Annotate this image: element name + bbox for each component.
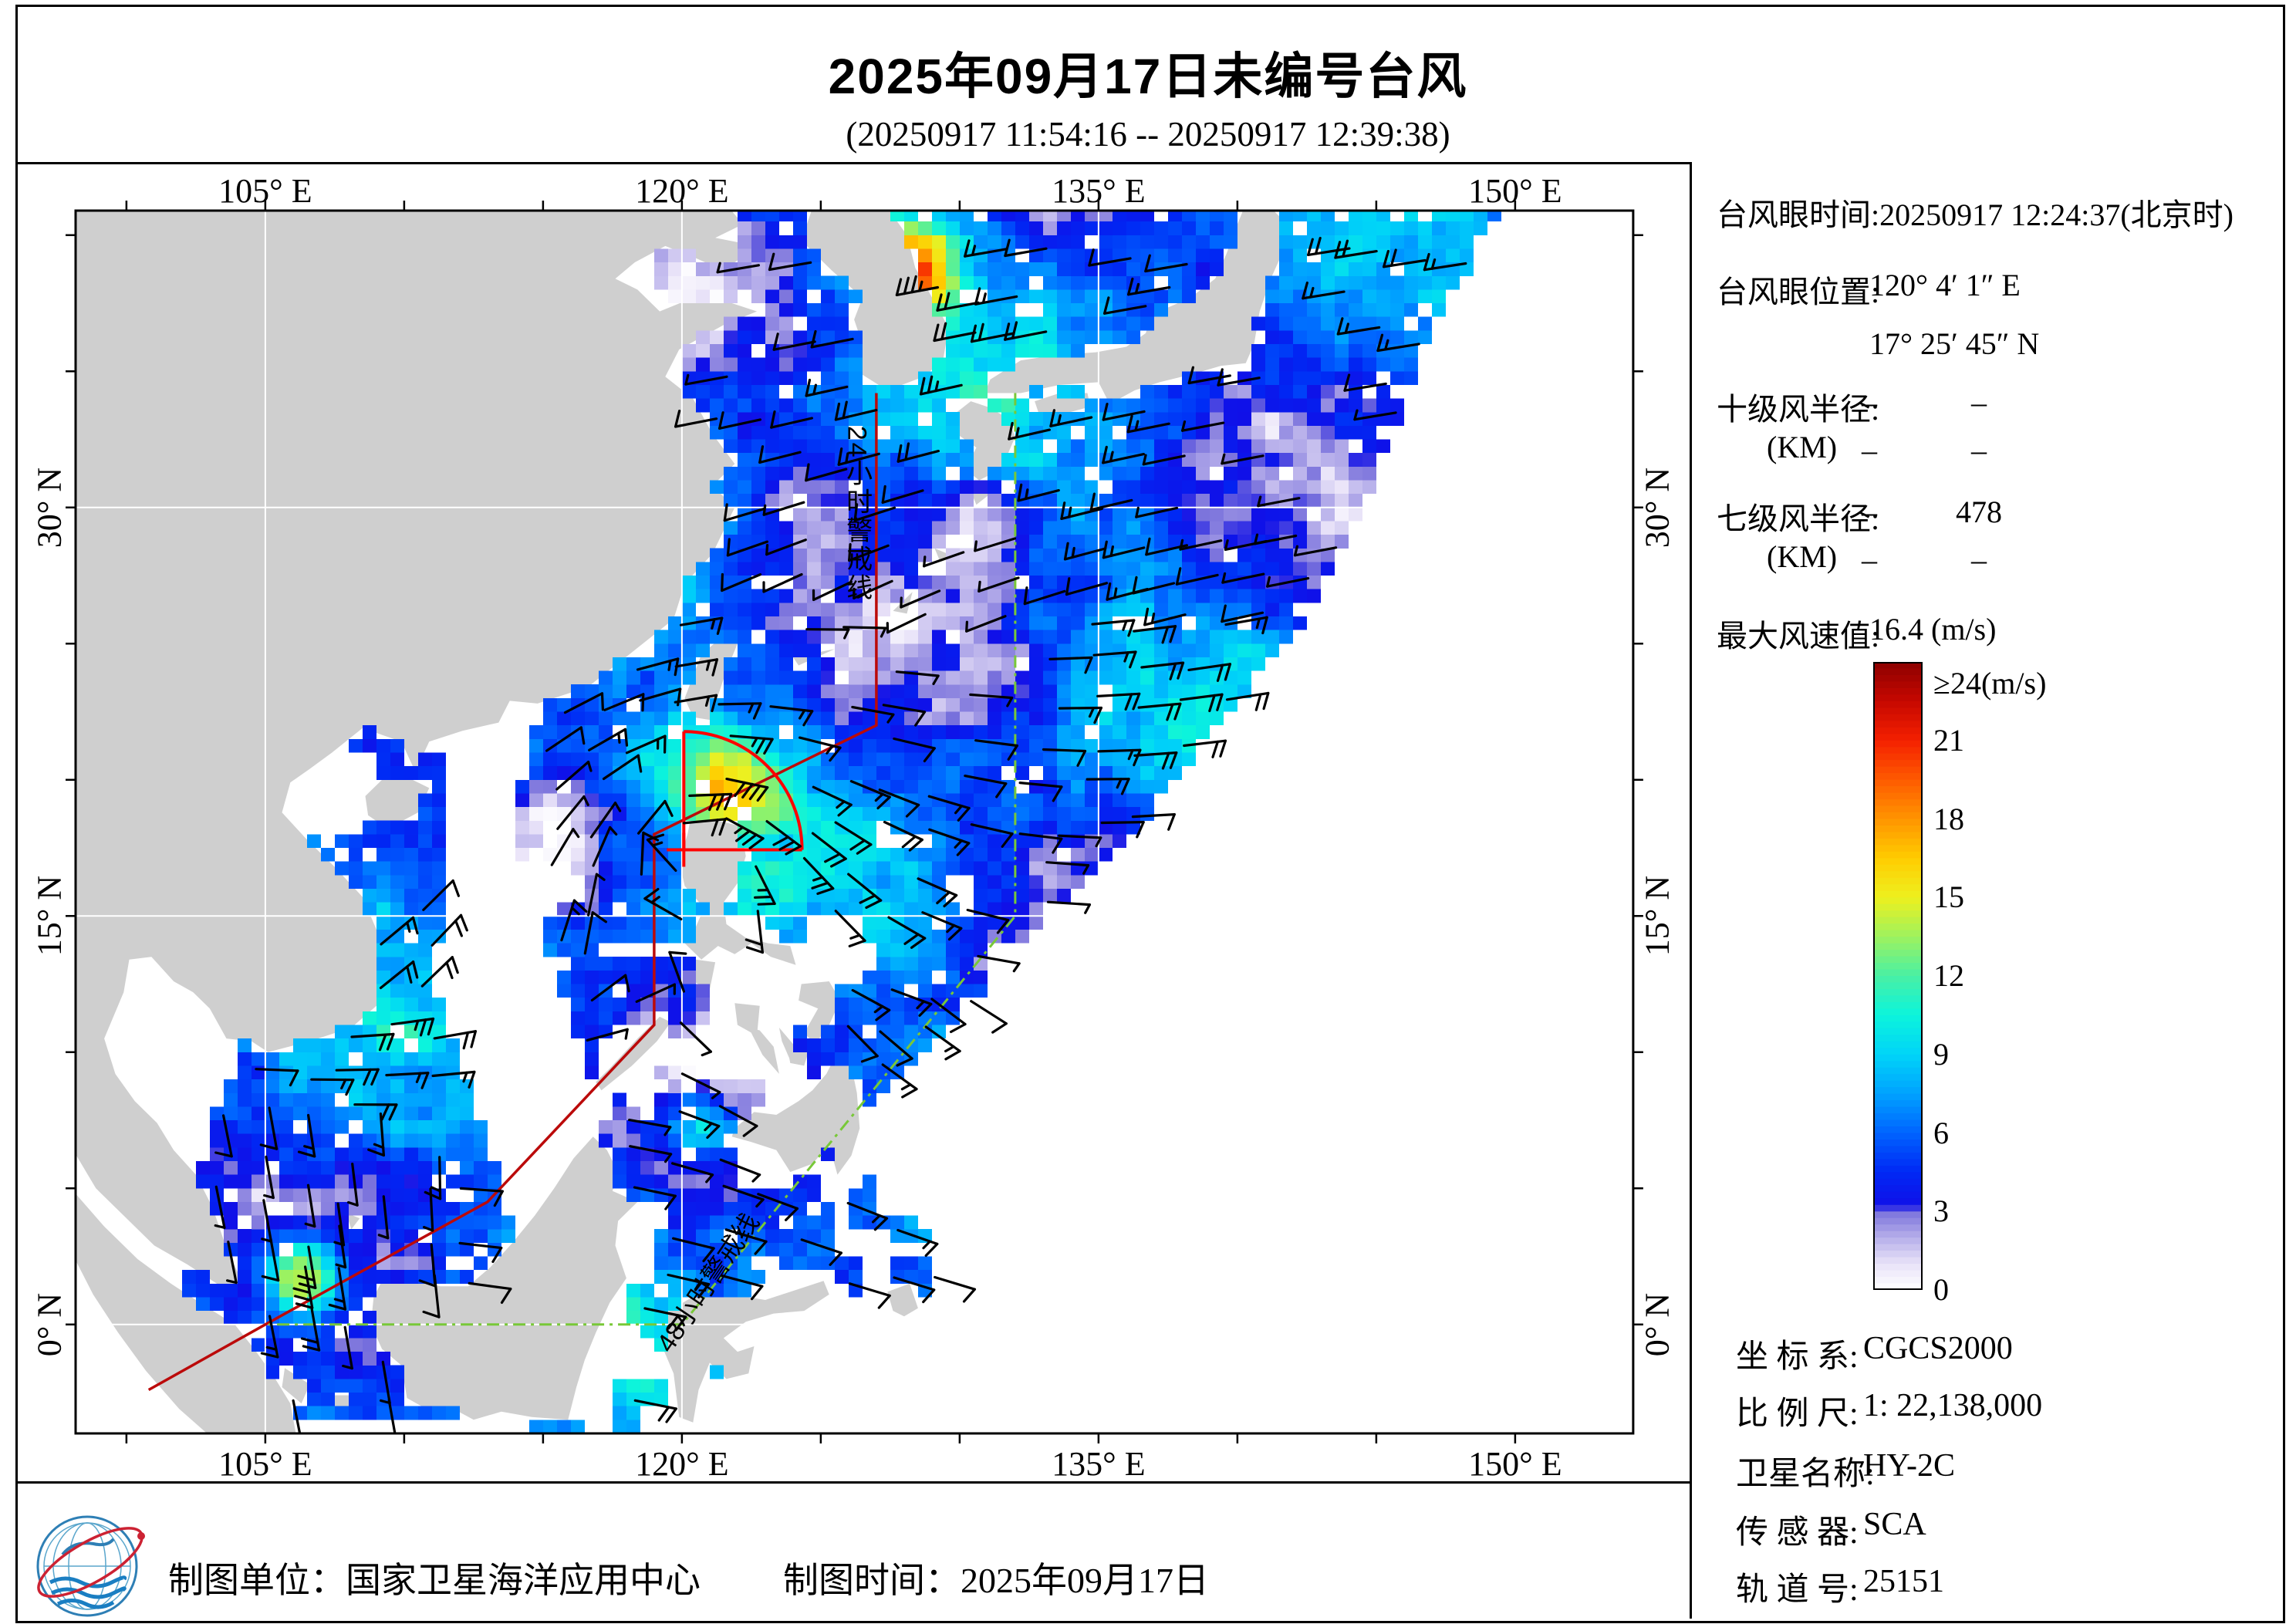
- eye-lat-value: 17° 25′ 45″ N: [1869, 326, 2039, 362]
- r10-unit: (KM): [1767, 429, 1837, 465]
- colorbar-tick-12: 12: [1933, 957, 1964, 994]
- r10-value-22: –: [1936, 432, 2021, 468]
- r7-value-22: –: [1936, 542, 2021, 578]
- lon-label-top-150: 150° E: [1468, 171, 1562, 211]
- colorbar-tick-9: 9: [1933, 1036, 1949, 1072]
- colorbar-tick-0: 0: [1933, 1271, 1949, 1308]
- orbit-value: 25151: [1863, 1563, 1944, 1600]
- eye-time-row: 台风眼时间:20250917 12:24:37(北京时): [1717, 190, 2234, 235]
- lat-label-right-30: 30° N: [1638, 468, 1677, 548]
- sensor-label: 传 感 器:: [1736, 1506, 1859, 1553]
- colorbar-max-label: ≥24(m/s): [1933, 665, 2046, 701]
- footer-time: 制图时间：2025年09月17日: [783, 1552, 1209, 1603]
- wind-speed-colorbar: [1873, 662, 1923, 1290]
- colorbar-tick-15: 15: [1933, 879, 1964, 915]
- lon-label-bottom-150: 150° E: [1468, 1444, 1562, 1484]
- lat-label-left-30: 30° N: [30, 468, 69, 548]
- r7-value-21: –: [1835, 542, 1904, 578]
- lat-label-left-0: 0° N: [30, 1293, 69, 1356]
- lat-label-left-15: 15° N: [30, 876, 69, 956]
- satellite-label: 卫星名称:: [1736, 1447, 1875, 1494]
- map-box-top-border: [15, 162, 1691, 164]
- colorbar-tick-3: 3: [1933, 1193, 1949, 1229]
- sensor-value: SCA: [1863, 1506, 1926, 1543]
- satellite-value: HY-2C: [1863, 1447, 1955, 1484]
- nsoas-logo-icon: [27, 1508, 154, 1624]
- vmax-value: 16.4 (m/s): [1869, 611, 1996, 647]
- colorbar-tick-18: 18: [1933, 801, 1964, 837]
- credit-label: 制图单位：: [168, 1560, 346, 1600]
- colorbar-tick-6: 6: [1933, 1115, 1949, 1151]
- time-value: 2025年09月17日: [961, 1561, 1209, 1600]
- lat-label-right-15: 15° N: [1638, 876, 1677, 956]
- lat-label-right-0: 0° N: [1638, 1293, 1677, 1356]
- r7-value-11: –: [1835, 494, 1904, 530]
- lon-label-bottom-105: 105° E: [218, 1444, 312, 1484]
- colorbar-tick-21: 21: [1933, 722, 1964, 758]
- r7-value-12: 478: [1936, 494, 2021, 530]
- footer-credit: 制图单位：国家卫星海洋应用中心: [168, 1552, 701, 1603]
- orbit-label: 轨 道 号:: [1736, 1563, 1859, 1610]
- lon-label-top-135: 135° E: [1052, 171, 1145, 211]
- r10-value-21: –: [1835, 432, 1904, 468]
- scale-value: 1: 22,138,000: [1863, 1387, 2042, 1424]
- eye-time-label: 台风眼时间:: [1717, 198, 1879, 232]
- info-panel-divider: [1690, 162, 1692, 1619]
- credit-value: 国家卫星海洋应用中心: [346, 1560, 701, 1600]
- coord-label: 坐 标 系:: [1736, 1330, 1859, 1377]
- vmax-label: 最大风速值:: [1717, 611, 1879, 656]
- lon-label-top-120: 120° E: [635, 171, 728, 211]
- page-title: 2025年09月17日未编号台风: [0, 37, 2296, 108]
- time-label: 制图时间：: [783, 1560, 961, 1600]
- coord-value: CGCS2000: [1863, 1330, 2013, 1367]
- eye-pos-label: 台风眼位置:: [1717, 267, 1879, 312]
- r10-value-12: –: [1936, 384, 2021, 420]
- eye-time-value: 20250917 12:24:37(北京时): [1879, 198, 2234, 232]
- page-subtitle: (20250917 11:54:16 -- 20250917 12:39:38): [0, 114, 2296, 154]
- lon-label-bottom-135: 135° E: [1052, 1444, 1145, 1484]
- lon-label-bottom-120: 120° E: [635, 1444, 728, 1484]
- lon-label-top-105: 105° E: [218, 171, 312, 211]
- r10-value-11: –: [1835, 384, 1904, 420]
- r7-unit: (KM): [1767, 539, 1837, 575]
- scale-label: 比 例 尺:: [1736, 1387, 1859, 1434]
- eye-lon-value: 120° 4′ 1″ E: [1869, 267, 2021, 303]
